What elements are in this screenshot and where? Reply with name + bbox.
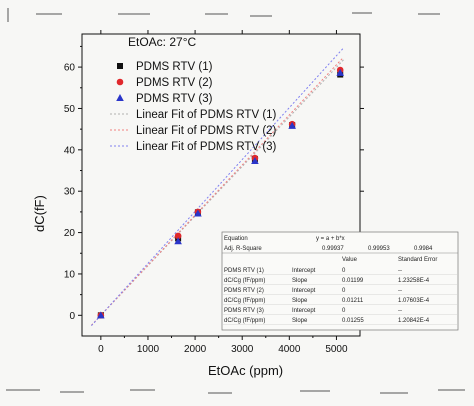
stats-r2-value: 0.99937 <box>322 246 344 252</box>
y-tick-label: 0 <box>69 311 75 322</box>
stats-cell: PDMS RTV (1) <box>224 268 264 274</box>
fit-lines <box>91 47 344 327</box>
stats-cell: 1.23258E-4 <box>398 278 430 284</box>
stats-cell: -- <box>398 288 402 294</box>
stats-r2-label: Adj. R-Square <box>224 246 262 252</box>
legend-fit-label-2: Linear Fit of PDMS RTV (2) <box>136 125 277 137</box>
stats-cell: dC/Cg (fF/ppm) <box>224 318 265 324</box>
stats-cell: Slope <box>292 298 308 304</box>
stats-cell: 0 <box>342 268 346 274</box>
y-tick-label: 50 <box>64 104 76 115</box>
data-point-series-3 <box>194 209 202 217</box>
data-point-series-3 <box>288 121 296 129</box>
x-tick-label: 1000 <box>137 344 160 355</box>
stats-equation: y = a + b*x <box>316 236 345 242</box>
chart-title: EtOAc: 27°C <box>128 35 196 49</box>
x-tick-label: 4000 <box>278 344 301 355</box>
axes: 0 1000 2000 3000 4000 5000 0 10 20 30 40 50 60 <box>64 30 364 355</box>
stats-cell: dC/Cg (fF/ppm) <box>224 278 265 284</box>
stats-header-cell: Value <box>342 257 358 263</box>
stats-cell: -- <box>398 268 402 274</box>
y-axis-label: dC(fF) <box>32 195 47 232</box>
x-tick-label: 0 <box>98 344 104 355</box>
y-tick-label: 30 <box>64 187 76 198</box>
plot-frame <box>81 33 361 337</box>
stats-cell: 1.20842E-4 <box>398 318 430 324</box>
stats-cell: PDMS RTV (3) <box>224 308 264 314</box>
stats-cell: Intercept <box>292 288 316 294</box>
stats-equation-label: Equation <box>224 236 248 242</box>
stats-cell: 1.07603E-4 <box>398 298 430 304</box>
stats-cell: dC/Cg (fF/ppm) <box>224 298 265 304</box>
stats-cell: 0 <box>342 288 346 294</box>
legend-marker-2 <box>116 78 124 86</box>
y-tick-label: 60 <box>64 63 76 74</box>
stats-table-frame <box>221 231 459 331</box>
legend-marker-1 <box>117 63 123 69</box>
stats-cell: Slope <box>292 318 308 324</box>
stats-cell: Slope <box>292 278 308 284</box>
legend-fit-label-1: Linear Fit of PDMS RTV (1) <box>136 109 277 121</box>
fit-statistics-table: Equation y = a + b*x Adj. R-Square 0.99937 0… <box>221 231 459 331</box>
data-points <box>97 66 345 319</box>
legend-marker-3 <box>116 94 124 101</box>
x-tick-label: 3000 <box>231 344 254 355</box>
page-border-decoration <box>6 8 465 394</box>
y-tick-label: 10 <box>64 269 76 280</box>
stats-cell: PDMS RTV (2) <box>224 288 264 294</box>
data-point-series-3 <box>174 237 182 245</box>
legend-fit-label-3: Linear Fit of PDMS RTV (3) <box>136 141 277 153</box>
y-tick-label: 20 <box>64 228 76 239</box>
fit-line-3 <box>91 47 344 327</box>
stats-r2-value: 0.9984 <box>414 246 433 252</box>
stats-header-cell: Standard Error <box>398 257 437 263</box>
fit-line-2 <box>91 56 344 326</box>
data-point-series-3 <box>97 311 105 319</box>
stats-cell: Intercept <box>292 308 316 314</box>
x-tick-label: 2000 <box>184 344 207 355</box>
legend: PDMS RTV (1) PDMS RTV (2) PDMS RTV (3) Line… <box>110 61 277 153</box>
stats-cell: 0.01211 <box>342 298 364 304</box>
legend-label-2: PDMS RTV (2) <box>136 77 213 89</box>
data-point-series-2 <box>174 232 182 240</box>
data-point-series-3 <box>251 157 259 165</box>
stats-cell: -- <box>398 308 402 314</box>
legend-label-1: PDMS RTV (1) <box>136 61 213 73</box>
data-point-series-3 <box>336 68 345 76</box>
stats-cell: 0.01199 <box>342 278 364 284</box>
stats-cell: Intercept <box>292 268 316 274</box>
stats-cell: 0 <box>342 308 346 314</box>
x-tick-label: 5000 <box>325 344 348 355</box>
x-axis-label: EtOAc (ppm) <box>208 363 283 378</box>
y-tick-label: 40 <box>64 145 76 156</box>
legend-label-3: PDMS RTV (3) <box>136 93 213 105</box>
stats-r2-value: 0.99953 <box>368 246 390 252</box>
stats-cell: 0.01255 <box>342 318 364 324</box>
